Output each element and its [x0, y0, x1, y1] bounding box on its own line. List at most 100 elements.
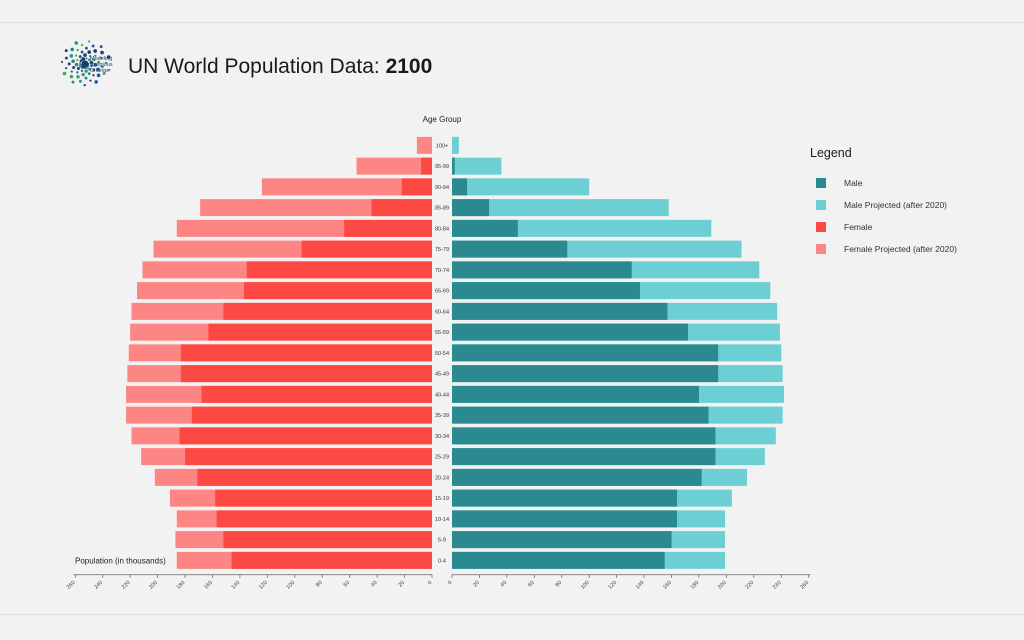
logo-dot: [70, 47, 75, 52]
bar-male-50-54: [452, 344, 719, 362]
logo-dot: [70, 70, 73, 73]
logo-dot: [69, 74, 74, 79]
logo-dot: [96, 67, 100, 72]
logo-dot: [108, 68, 111, 72]
tick-label-right: 100: [580, 580, 591, 591]
bar-female-35-39: [191, 406, 432, 424]
tick-label-left: 20: [397, 580, 406, 589]
age-group-label: 10-14: [435, 517, 449, 523]
logo-dot: [74, 62, 79, 67]
logo-dot: [83, 83, 86, 87]
logo-text: Modeling Religious Change: [90, 56, 113, 74]
bar-male-15-19: [452, 489, 678, 507]
bar-male-55-59: [452, 323, 688, 341]
tick-label-right: 160: [662, 580, 673, 591]
age-axis-label: Age Group: [423, 115, 462, 124]
age-group-label: 0-4: [438, 558, 446, 564]
logo-dot: [76, 74, 80, 79]
logo-dot: [85, 57, 88, 60]
tick-label-right: 140: [635, 580, 646, 591]
logo-dot: [99, 45, 103, 49]
bar-male-85-89: [452, 199, 490, 217]
logo-dot: [88, 67, 92, 71]
age-group-label: 70-74: [435, 268, 449, 274]
tick-label-left: 160: [203, 580, 214, 591]
logo-dot: [93, 49, 97, 53]
tick-label-right: 240: [772, 580, 783, 591]
logo-dot: [91, 44, 95, 48]
logo-dot: [92, 68, 95, 72]
logo-dot: [87, 58, 91, 62]
logo-dot: [65, 66, 68, 70]
logo-dot: [64, 56, 68, 60]
tick-label-left: 80: [315, 580, 324, 589]
age-group-label: 30-34: [435, 434, 449, 440]
logo-dot: [87, 50, 91, 54]
tick-label-left: 120: [258, 580, 269, 591]
logo-dot: [80, 50, 84, 54]
legend-label-female: Female: [844, 222, 873, 232]
logo-dot: [101, 65, 104, 69]
logo-dot: [64, 49, 68, 53]
bar-male-10-14: [452, 510, 678, 528]
bar-male-projected-after-2020-85-89: [452, 199, 669, 217]
logo-dot: [94, 54, 97, 57]
logo-dot: [60, 60, 64, 64]
logo-dot: [76, 59, 79, 62]
logo-dot: [93, 63, 98, 67]
age-group-label: 85-89: [435, 206, 449, 212]
logo-dot: [89, 60, 94, 65]
logo-dot: [89, 55, 92, 58]
tick-label-left: 200: [148, 580, 159, 591]
bar-male-25-29: [452, 448, 716, 466]
modeling-religious-change-logo: Modeling Religious Change: [56, 38, 118, 96]
logo-dot: [80, 43, 84, 47]
title-year: 2100: [385, 55, 433, 78]
logo-dot: [88, 40, 91, 43]
logo-dot: [81, 57, 86, 61]
logo-dots-icon: [60, 40, 111, 87]
bar-female-60-64: [223, 302, 432, 320]
tick-label-right: 20: [472, 580, 481, 589]
logo-dot: [69, 54, 74, 58]
tick-label-left: 100: [285, 580, 296, 591]
bar-female-0-4: [231, 551, 432, 569]
logo-dot: [105, 61, 108, 64]
tick-label-left: 0: [427, 580, 433, 586]
tick-label-right: 220: [745, 580, 756, 591]
logo-dot: [81, 72, 85, 77]
logo-dot: [78, 79, 82, 83]
logo-dot: [84, 76, 88, 80]
bar-male-60-64: [452, 302, 668, 320]
age-group-label: 95-99: [435, 164, 449, 170]
bar-male-30-34: [452, 427, 716, 445]
logo-dot: [85, 46, 88, 50]
tick-label-left: 140: [231, 580, 242, 591]
bar-male-65-69: [452, 282, 640, 300]
bar-female-45-49: [180, 365, 432, 383]
tick-label-right: 260: [799, 580, 810, 591]
tick-label-right: 40: [500, 580, 509, 589]
bar-female-50-54: [180, 344, 432, 362]
logo-dot: [87, 72, 91, 76]
tick-label-left: 220: [121, 580, 132, 591]
age-group-label: 5-9: [438, 538, 446, 544]
age-group-label: 55-59: [435, 330, 449, 336]
bar-female-75-79: [301, 240, 432, 258]
tick-label-right: 200: [717, 580, 728, 591]
legend-label-male: Male: [844, 178, 863, 188]
logo-dot: [96, 73, 101, 78]
bottom-divider: [0, 614, 1024, 615]
tick-label-left: 60: [343, 580, 352, 589]
page-title: UN World Population Data: 2100: [128, 55, 432, 79]
bar-male-40-44: [452, 385, 699, 403]
logo-dot: [92, 74, 95, 77]
age-group-label: 35-39: [435, 413, 449, 419]
bar-male-projected-after-2020-100plus: [452, 136, 459, 154]
bar-female-30-34: [179, 427, 432, 445]
age-group-label: 50-54: [435, 351, 449, 357]
logo-dot: [106, 55, 111, 59]
logo-dot: [62, 71, 67, 76]
bar-female-projected-after-2020-95-99: [356, 157, 432, 175]
